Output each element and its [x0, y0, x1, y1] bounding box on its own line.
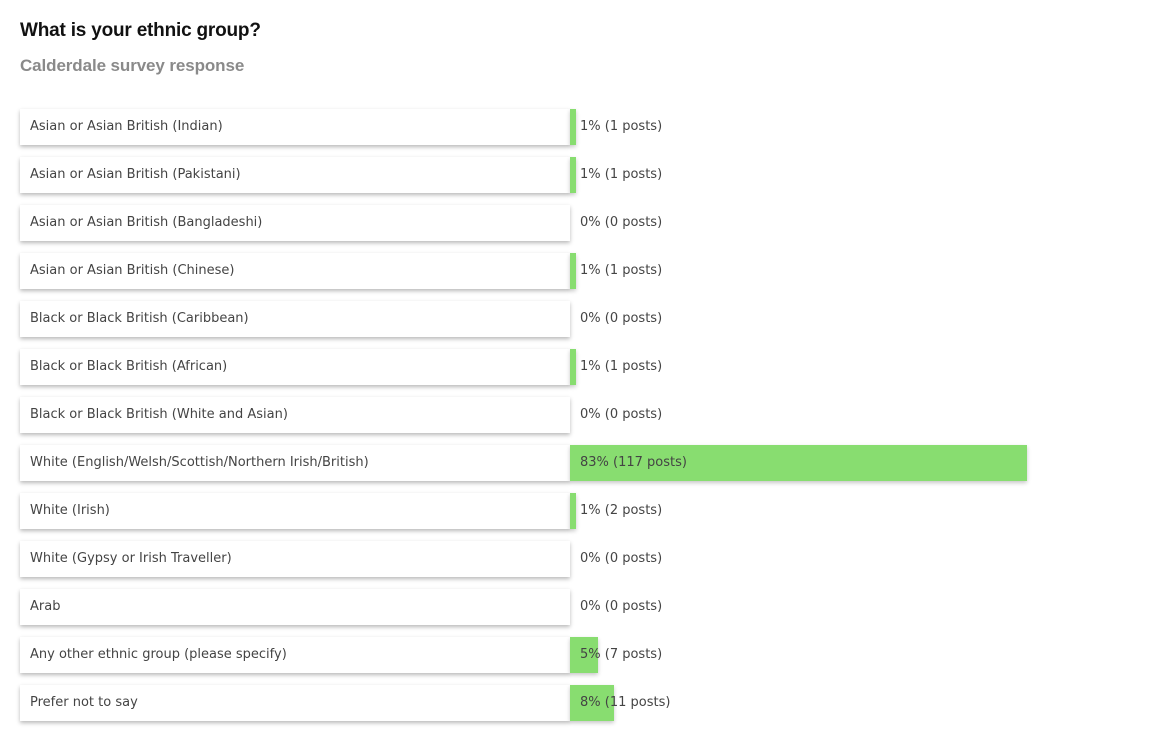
bar	[570, 637, 598, 673]
bar-row: White (Gypsy or Irish Traveller) 0% (0 po…	[20, 541, 1140, 577]
value-label: 0% (0 posts)	[580, 599, 663, 614]
bar	[570, 493, 576, 529]
bar	[570, 253, 576, 289]
category-label: White (Gypsy or Irish Traveller)	[20, 541, 570, 577]
chart-subtitle: Calderdale survey response	[20, 56, 245, 75]
value-label: 8% (11 posts)	[580, 695, 671, 710]
category-label: Any other ethnic group (please specify)	[20, 637, 570, 673]
category-label: Prefer not to say	[20, 685, 570, 721]
bar-row: White (English/Welsh/Scottish/Northern I…	[20, 445, 1140, 481]
bar-row: Asian or Asian British (Bangladeshi) 0% (…	[20, 205, 1140, 241]
bar	[570, 109, 576, 145]
category-label: Asian or Asian British (Chinese)	[20, 253, 570, 289]
value-label: 1% (2 posts)	[580, 503, 663, 518]
bar-row: Prefer not to say 8% (11 posts)	[20, 685, 1140, 721]
category-label: Black or Black British (African)	[20, 349, 570, 385]
bar-row: Black or Black British (African) 1% (1 po…	[20, 349, 1140, 385]
value-label: 0% (0 posts)	[580, 215, 663, 230]
value-label: 83% (117 posts)	[580, 455, 687, 470]
category-label: White (English/Welsh/Scottish/Northern I…	[20, 445, 570, 481]
bar-row: Any other ethnic group (please specify) 5…	[20, 637, 1140, 673]
category-label: Black or Black British (White and Asian)	[20, 397, 570, 433]
bar-row: Black or Black British (White and Asian)…	[20, 397, 1140, 433]
chart-title: What is your ethnic group?	[20, 20, 261, 41]
bar-row: Asian or Asian British (Indian) 1% (1 pos…	[20, 109, 1140, 145]
bar-row: Asian or Asian British (Chinese) 1% (1 po…	[20, 253, 1140, 289]
response-bars: Asian or Asian British (Indian) 1% (1 pos…	[20, 109, 1140, 733]
category-label: Asian or Asian British (Bangladeshi)	[20, 205, 570, 241]
bar	[570, 349, 576, 385]
bar-row: Black or Black British (Caribbean) 0% (0 …	[20, 301, 1140, 337]
value-label: 1% (1 posts)	[580, 167, 663, 182]
value-label: 0% (0 posts)	[580, 407, 663, 422]
category-label: Asian or Asian British (Pakistani)	[20, 157, 570, 193]
value-label: 0% (0 posts)	[580, 311, 663, 326]
bar	[570, 157, 576, 193]
category-label: Asian or Asian British (Indian)	[20, 109, 570, 145]
category-label: White (Irish)	[20, 493, 570, 529]
bar-row: White (Irish) 1% (2 posts)	[20, 493, 1140, 529]
value-label: 5% (7 posts)	[580, 647, 663, 662]
value-label: 1% (1 posts)	[580, 119, 663, 134]
bar-row: Asian or Asian British (Pakistani) 1% (1 …	[20, 157, 1140, 193]
bar-row: Arab 0% (0 posts)	[20, 589, 1140, 625]
value-label: 1% (1 posts)	[580, 263, 663, 278]
category-label: Black or Black British (Caribbean)	[20, 301, 570, 337]
category-label: Arab	[20, 589, 570, 625]
bar	[570, 445, 1027, 481]
bar	[570, 685, 614, 721]
value-label: 0% (0 posts)	[580, 551, 663, 566]
value-label: 1% (1 posts)	[580, 359, 663, 374]
